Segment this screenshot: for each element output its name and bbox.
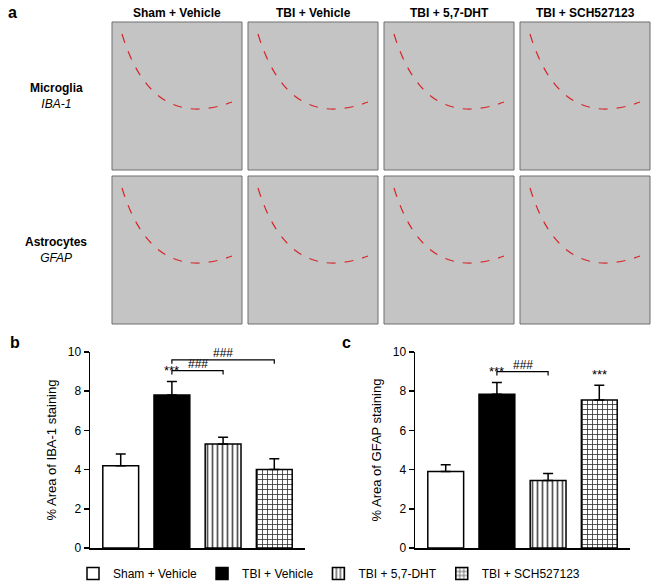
svg-text:4: 4 — [399, 463, 406, 477]
svg-text:TBI + SCH527123: TBI + SCH527123 — [536, 6, 635, 20]
svg-text:TBI + Vehicle: TBI + Vehicle — [242, 567, 313, 581]
svg-text:a: a — [8, 4, 17, 21]
svg-text:4: 4 — [74, 463, 81, 477]
svg-text:2: 2 — [74, 502, 81, 516]
svg-text:###: ### — [188, 357, 208, 371]
svg-text:***: *** — [164, 363, 179, 378]
svg-text:Sham + Vehicle: Sham + Vehicle — [133, 6, 221, 20]
svg-text:AstrocytesGFAP: AstrocytesGFAP — [25, 235, 87, 265]
svg-text:% Area of GFAP staining: % Area of GFAP staining — [369, 379, 384, 522]
svg-text:b: b — [10, 334, 20, 351]
svg-text:Sham + Vehicle: Sham + Vehicle — [113, 567, 197, 581]
svg-text:***: *** — [592, 367, 607, 382]
svg-text:TBI + 5,7-DHT: TBI + 5,7-DHT — [410, 6, 489, 20]
svg-text:TBI + SCH527123: TBI + SCH527123 — [482, 567, 580, 581]
svg-text:###: ### — [513, 358, 533, 372]
svg-text:0: 0 — [74, 541, 81, 555]
svg-text:% Area of IBA-1 staining: % Area of IBA-1 staining — [44, 380, 59, 521]
svg-text:10: 10 — [68, 345, 82, 359]
svg-text:6: 6 — [399, 424, 406, 438]
svg-text:c: c — [342, 334, 351, 351]
svg-text:8: 8 — [399, 384, 406, 398]
svg-text:10: 10 — [393, 345, 407, 359]
svg-text:0: 0 — [399, 541, 406, 555]
svg-text:MicrogliaIBA-1: MicrogliaIBA-1 — [30, 81, 83, 111]
svg-text:***: *** — [489, 364, 504, 379]
svg-text:###: ### — [213, 346, 233, 360]
svg-text:2: 2 — [399, 502, 406, 516]
svg-text:TBI + Vehicle: TBI + Vehicle — [276, 6, 351, 20]
svg-text:8: 8 — [74, 384, 81, 398]
svg-text:6: 6 — [74, 424, 81, 438]
svg-text:TBI + 5,7-DHT: TBI + 5,7-DHT — [358, 567, 436, 581]
